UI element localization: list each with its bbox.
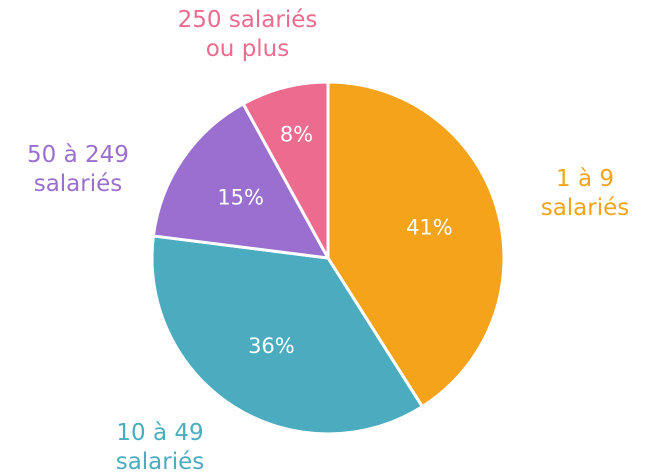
data-label: 36% [248, 334, 295, 358]
data-label: 41% [406, 216, 453, 240]
data-label: 8% [280, 122, 313, 146]
pie-slice [150, 234, 424, 436]
category-label: 10 à 49 salariés [115, 420, 205, 475]
category-label: 1 à 9 salariés [540, 166, 630, 221]
pie-slice [151, 102, 330, 260]
pie-slice [241, 80, 330, 260]
category-label: 50 à 249 salariés [27, 142, 129, 197]
data-label: 15% [217, 186, 264, 210]
category-label: 250 salariés ou plus [177, 7, 318, 62]
